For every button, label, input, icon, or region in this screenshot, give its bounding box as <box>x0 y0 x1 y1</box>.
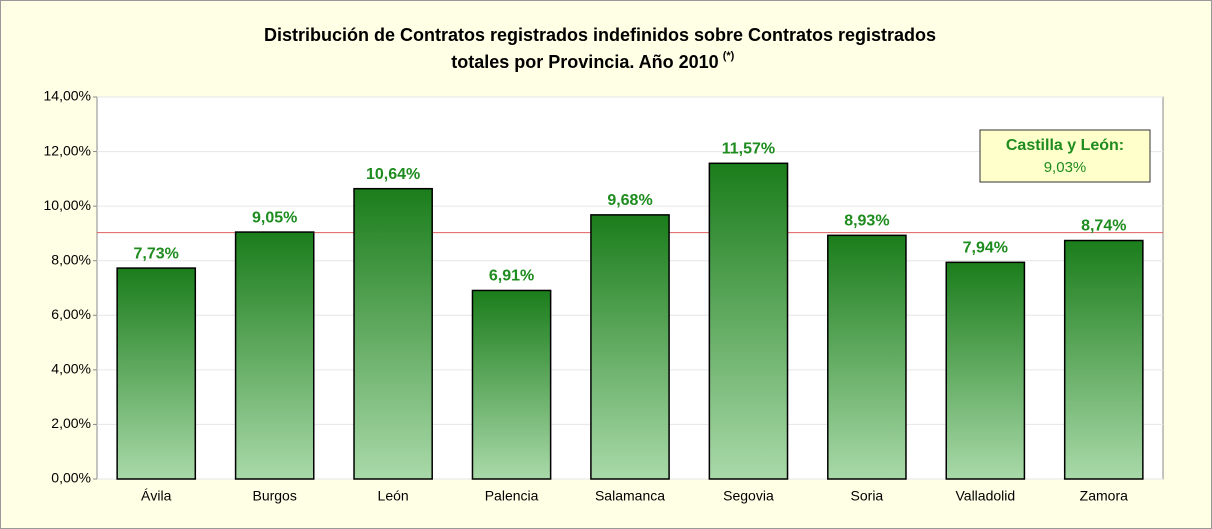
value-label: 8,93% <box>844 213 889 230</box>
y-tick-label: 0,00% <box>51 470 91 486</box>
bar <box>945 261 1026 480</box>
value-label: 9,68% <box>607 192 652 209</box>
bar <box>471 289 552 480</box>
bar <box>116 267 197 480</box>
y-tick-label: 8,00% <box>51 251 91 267</box>
x-tick-label: León <box>378 488 409 504</box>
x-tick-label: Zamora <box>1080 488 1128 504</box>
value-label: 9,05% <box>252 209 297 226</box>
title-note: (*) <box>723 50 735 62</box>
x-tick-label: Salamanca <box>595 488 665 504</box>
bar <box>353 187 433 480</box>
annotation-label: Castilla y León: <box>1006 137 1124 154</box>
chart-title: totales por Provincia. Año 2010 <box>451 52 718 72</box>
y-tick-label: 14,00% <box>44 88 91 104</box>
annotation-box <box>979 129 1151 183</box>
value-label: 7,94% <box>963 240 1008 257</box>
x-tick-label: Burgos <box>252 488 296 504</box>
bar <box>590 214 670 480</box>
y-tick-label: 12,00% <box>44 142 91 158</box>
bar <box>827 234 907 480</box>
y-tick-label: 6,00% <box>51 306 91 322</box>
bar <box>708 162 789 480</box>
x-tick-label: Segovia <box>723 488 774 504</box>
value-label: 10,64% <box>366 166 420 183</box>
y-tick-label: 4,00% <box>51 361 91 377</box>
x-tick-label: Palencia <box>485 488 539 504</box>
value-label: 11,57% <box>722 141 775 158</box>
annotation-value: 9,03% <box>1044 159 1087 176</box>
x-tick-label: Ávila <box>141 488 172 504</box>
x-tick-label: Soria <box>851 488 884 504</box>
bar <box>1063 239 1144 480</box>
value-label: 6,91% <box>489 268 534 285</box>
bar <box>234 231 315 480</box>
x-tick-label: Valladolid <box>955 488 1015 504</box>
y-tick-label: 10,00% <box>44 197 91 213</box>
value-label: 7,73% <box>134 245 179 262</box>
value-label: 8,74% <box>1081 218 1126 235</box>
y-tick-label: 2,00% <box>51 415 91 431</box>
chart-title: Distribución de Contratos registrados in… <box>264 25 936 45</box>
